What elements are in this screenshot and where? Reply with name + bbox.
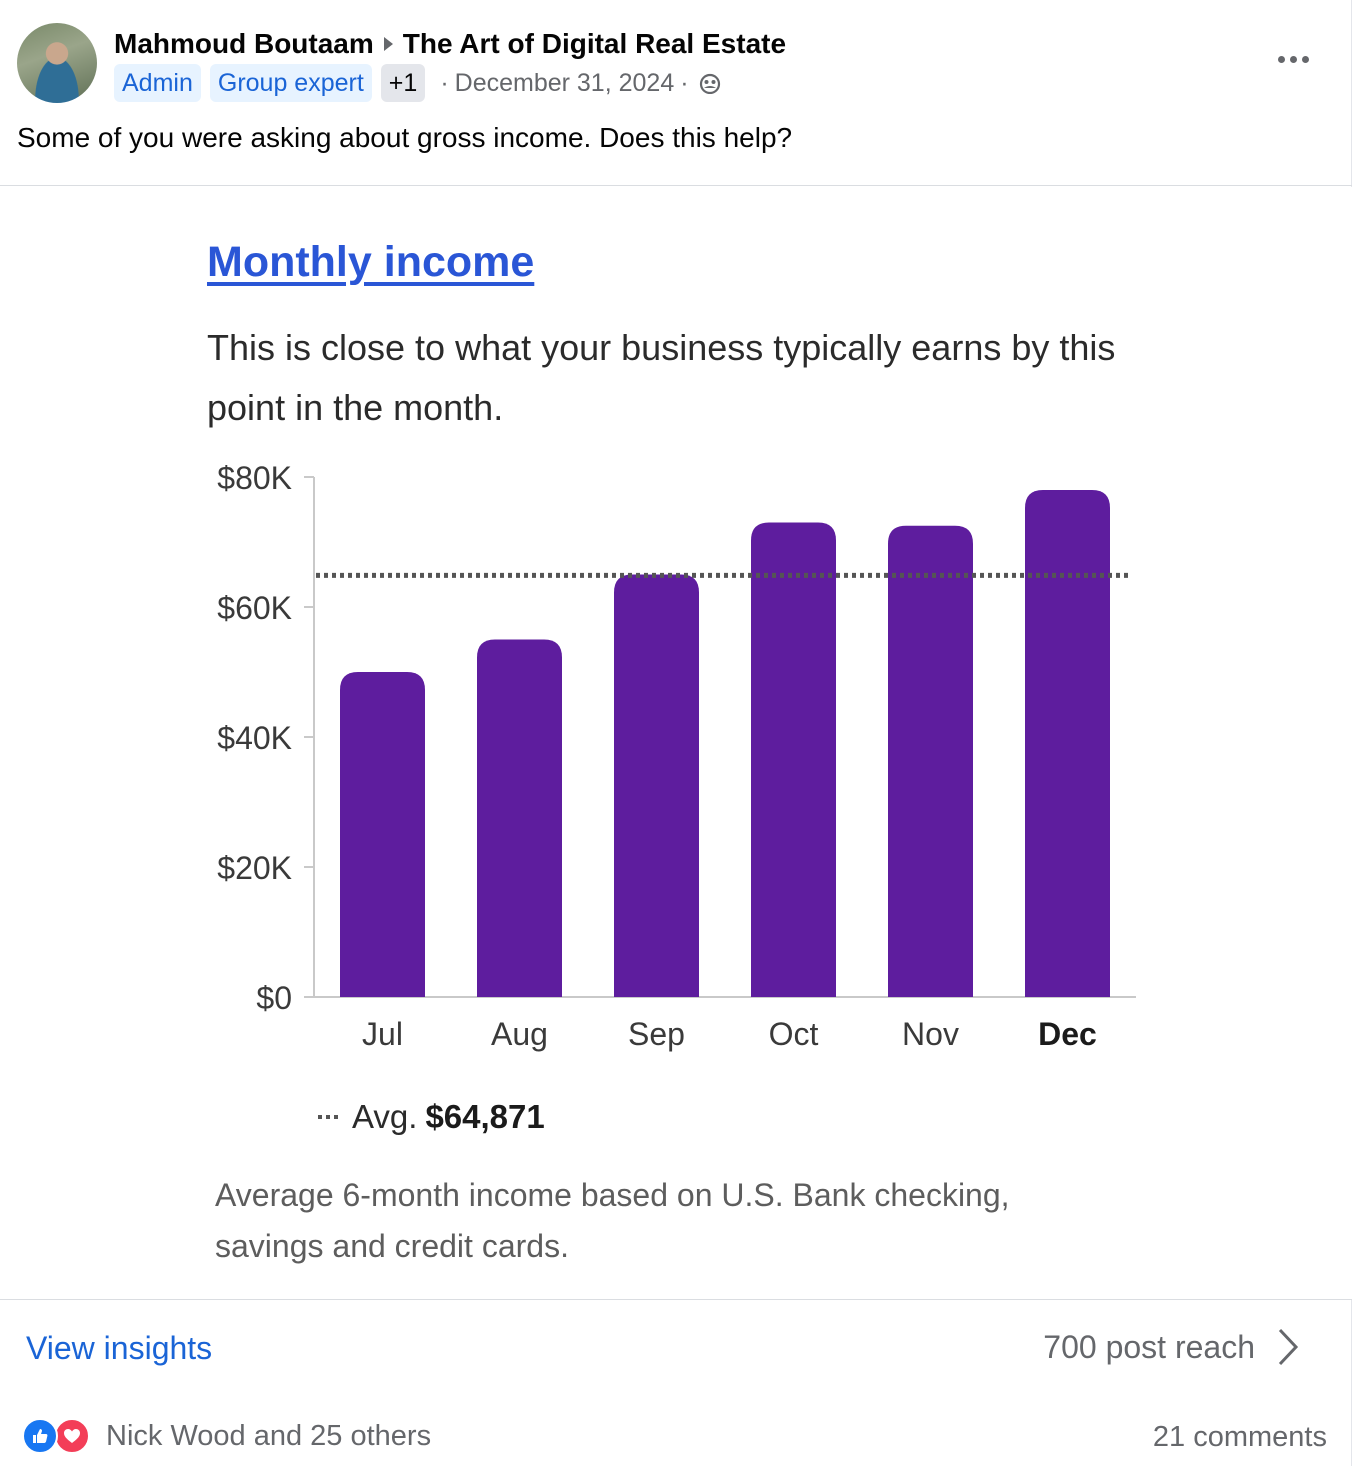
chart-footnote: Average 6-month income based on U.S. Ban… [215,1177,1010,1264]
group-privacy-icon [699,73,720,94]
group-name[interactable]: The Art of Digital Real Estate [402,28,787,59]
dot-icon [1301,55,1309,63]
reactions-summary[interactable]: Nick Wood and 25 others [22,1416,431,1456]
income-bar-chart: $0 $20K $40K $60K $80K Jul Aug Sep Oct Nov Dec [217,460,1136,1052]
author-name[interactable]: Mahmoud Boutaam [114,28,374,59]
x-tick-label: Jul [362,1016,403,1052]
post-reach-button[interactable]: 700 post reach [1043,1327,1301,1367]
view-insights-link[interactable]: View insights [26,1330,213,1366]
x-tick-label: Sep [628,1016,685,1052]
admin-badge[interactable]: Admin [114,64,201,102]
x-tick-label: Oct [769,1016,819,1052]
post-header-title: Mahmoud Boutaam The Art of Digital Real … [114,26,786,62]
bar-nov [888,525,973,997]
reactions-label: Nick Wood and 25 others [106,1419,432,1452]
y-tick-label: $0 [256,980,292,1016]
y-tick-label: $20K [217,850,292,886]
bar-jul [340,672,425,997]
post-header-meta: Admin Group expert +1 · December 31, 202… [114,63,721,103]
legend-average-value: $64,871 [425,1098,545,1135]
legend-prefix: Avg. [352,1098,418,1135]
y-tick-label: $80K [217,460,292,496]
reaction-icons [22,1416,94,1456]
bar-aug [477,639,562,997]
y-tick-label: $40K [217,720,292,756]
chart-subtitle: This is close to what your business typi… [207,327,1116,428]
divider [0,185,1352,186]
divider [0,1299,1352,1300]
post-text: Some of you were asking about gross inco… [17,122,793,153]
bar-oct [751,522,836,997]
chevron-right-icon [1278,1328,1299,1366]
comments-count-link[interactable]: 21 comments [1152,1421,1327,1453]
x-tick-label: Dec [1038,1016,1097,1052]
chart-legend: Avg. $64,871 [318,1094,545,1140]
more-badges-badge[interactable]: +1 [380,64,426,102]
author-avatar[interactable] [17,23,97,103]
love-icon [54,1418,90,1454]
post-reach-label: 700 post reach [1043,1328,1255,1365]
post-date[interactable]: December 31, 2024 [454,68,675,97]
chart-title: Monthly income [207,238,535,286]
dot-icon [1289,55,1297,63]
bar-sep [614,574,699,997]
arrow-right-icon [383,37,393,51]
post-meta: · December 31, 2024 · [434,69,720,98]
x-tick-label: Nov [902,1016,959,1052]
dot-icon [1277,55,1285,63]
group-expert-badge[interactable]: Group expert [209,64,372,102]
more-options-button[interactable] [1270,46,1316,72]
bar-dec [1025,490,1110,997]
y-tick-label: $60K [217,590,292,626]
dotted-line-icon [318,1115,338,1119]
like-icon [22,1418,58,1454]
x-tick-label: Aug [491,1016,548,1052]
